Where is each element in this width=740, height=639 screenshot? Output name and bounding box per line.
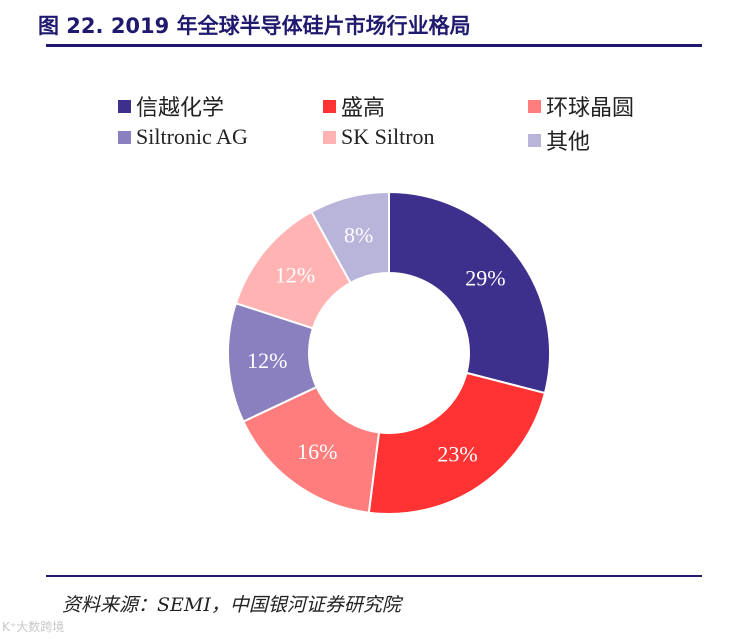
title-rule bbox=[46, 44, 702, 47]
legend-swatch bbox=[118, 99, 131, 113]
donut-slice bbox=[367, 371, 547, 515]
legend-swatch bbox=[528, 99, 541, 113]
legend-item: 环球晶圆 bbox=[528, 90, 634, 122]
legend-item: 其他 bbox=[528, 124, 590, 156]
source-rule bbox=[46, 575, 702, 577]
legend-label: 环球晶圆 bbox=[546, 95, 635, 120]
legend-label: 盛高 bbox=[341, 95, 386, 120]
legend-item: SK Siltron bbox=[323, 124, 435, 150]
donut-labels: 29% 23% 16% 12% 12% 8% bbox=[247, 222, 505, 466]
legend-label: 其他 bbox=[546, 129, 591, 154]
legend-item: 盛高 bbox=[323, 90, 385, 122]
slice-value-label: 12% bbox=[247, 348, 287, 373]
slice-value-label: 16% bbox=[297, 439, 337, 464]
legend-label: 信越化学 bbox=[136, 95, 225, 120]
watermark-text: K⁺大数跨境 bbox=[2, 620, 65, 634]
donut-slice bbox=[310, 190, 390, 285]
donut-slice bbox=[241, 385, 381, 514]
legend-swatch bbox=[528, 133, 541, 147]
legend-item: 信越化学 bbox=[118, 90, 224, 122]
donut-slice bbox=[388, 190, 551, 395]
legend-swatch bbox=[323, 99, 336, 113]
slice-value-label: 29% bbox=[465, 266, 505, 291]
slice-value-label: 8% bbox=[344, 222, 373, 247]
slice-value-label: 12% bbox=[275, 263, 315, 288]
slice-value-label: 23% bbox=[437, 441, 477, 466]
legend-label: Siltronic AG bbox=[136, 124, 248, 149]
legend-swatch bbox=[323, 130, 336, 144]
legend-swatch bbox=[118, 130, 131, 144]
source-note: 资料来源：SEMI，中国银河证券研究院 bbox=[62, 594, 401, 616]
donut-slices bbox=[227, 190, 551, 515]
legend-item: Siltronic AG bbox=[118, 124, 248, 150]
figure-title: 图 22. 2019 年全球半导体硅片市场行业格局 bbox=[38, 14, 471, 38]
legend-label: SK Siltron bbox=[341, 124, 435, 149]
